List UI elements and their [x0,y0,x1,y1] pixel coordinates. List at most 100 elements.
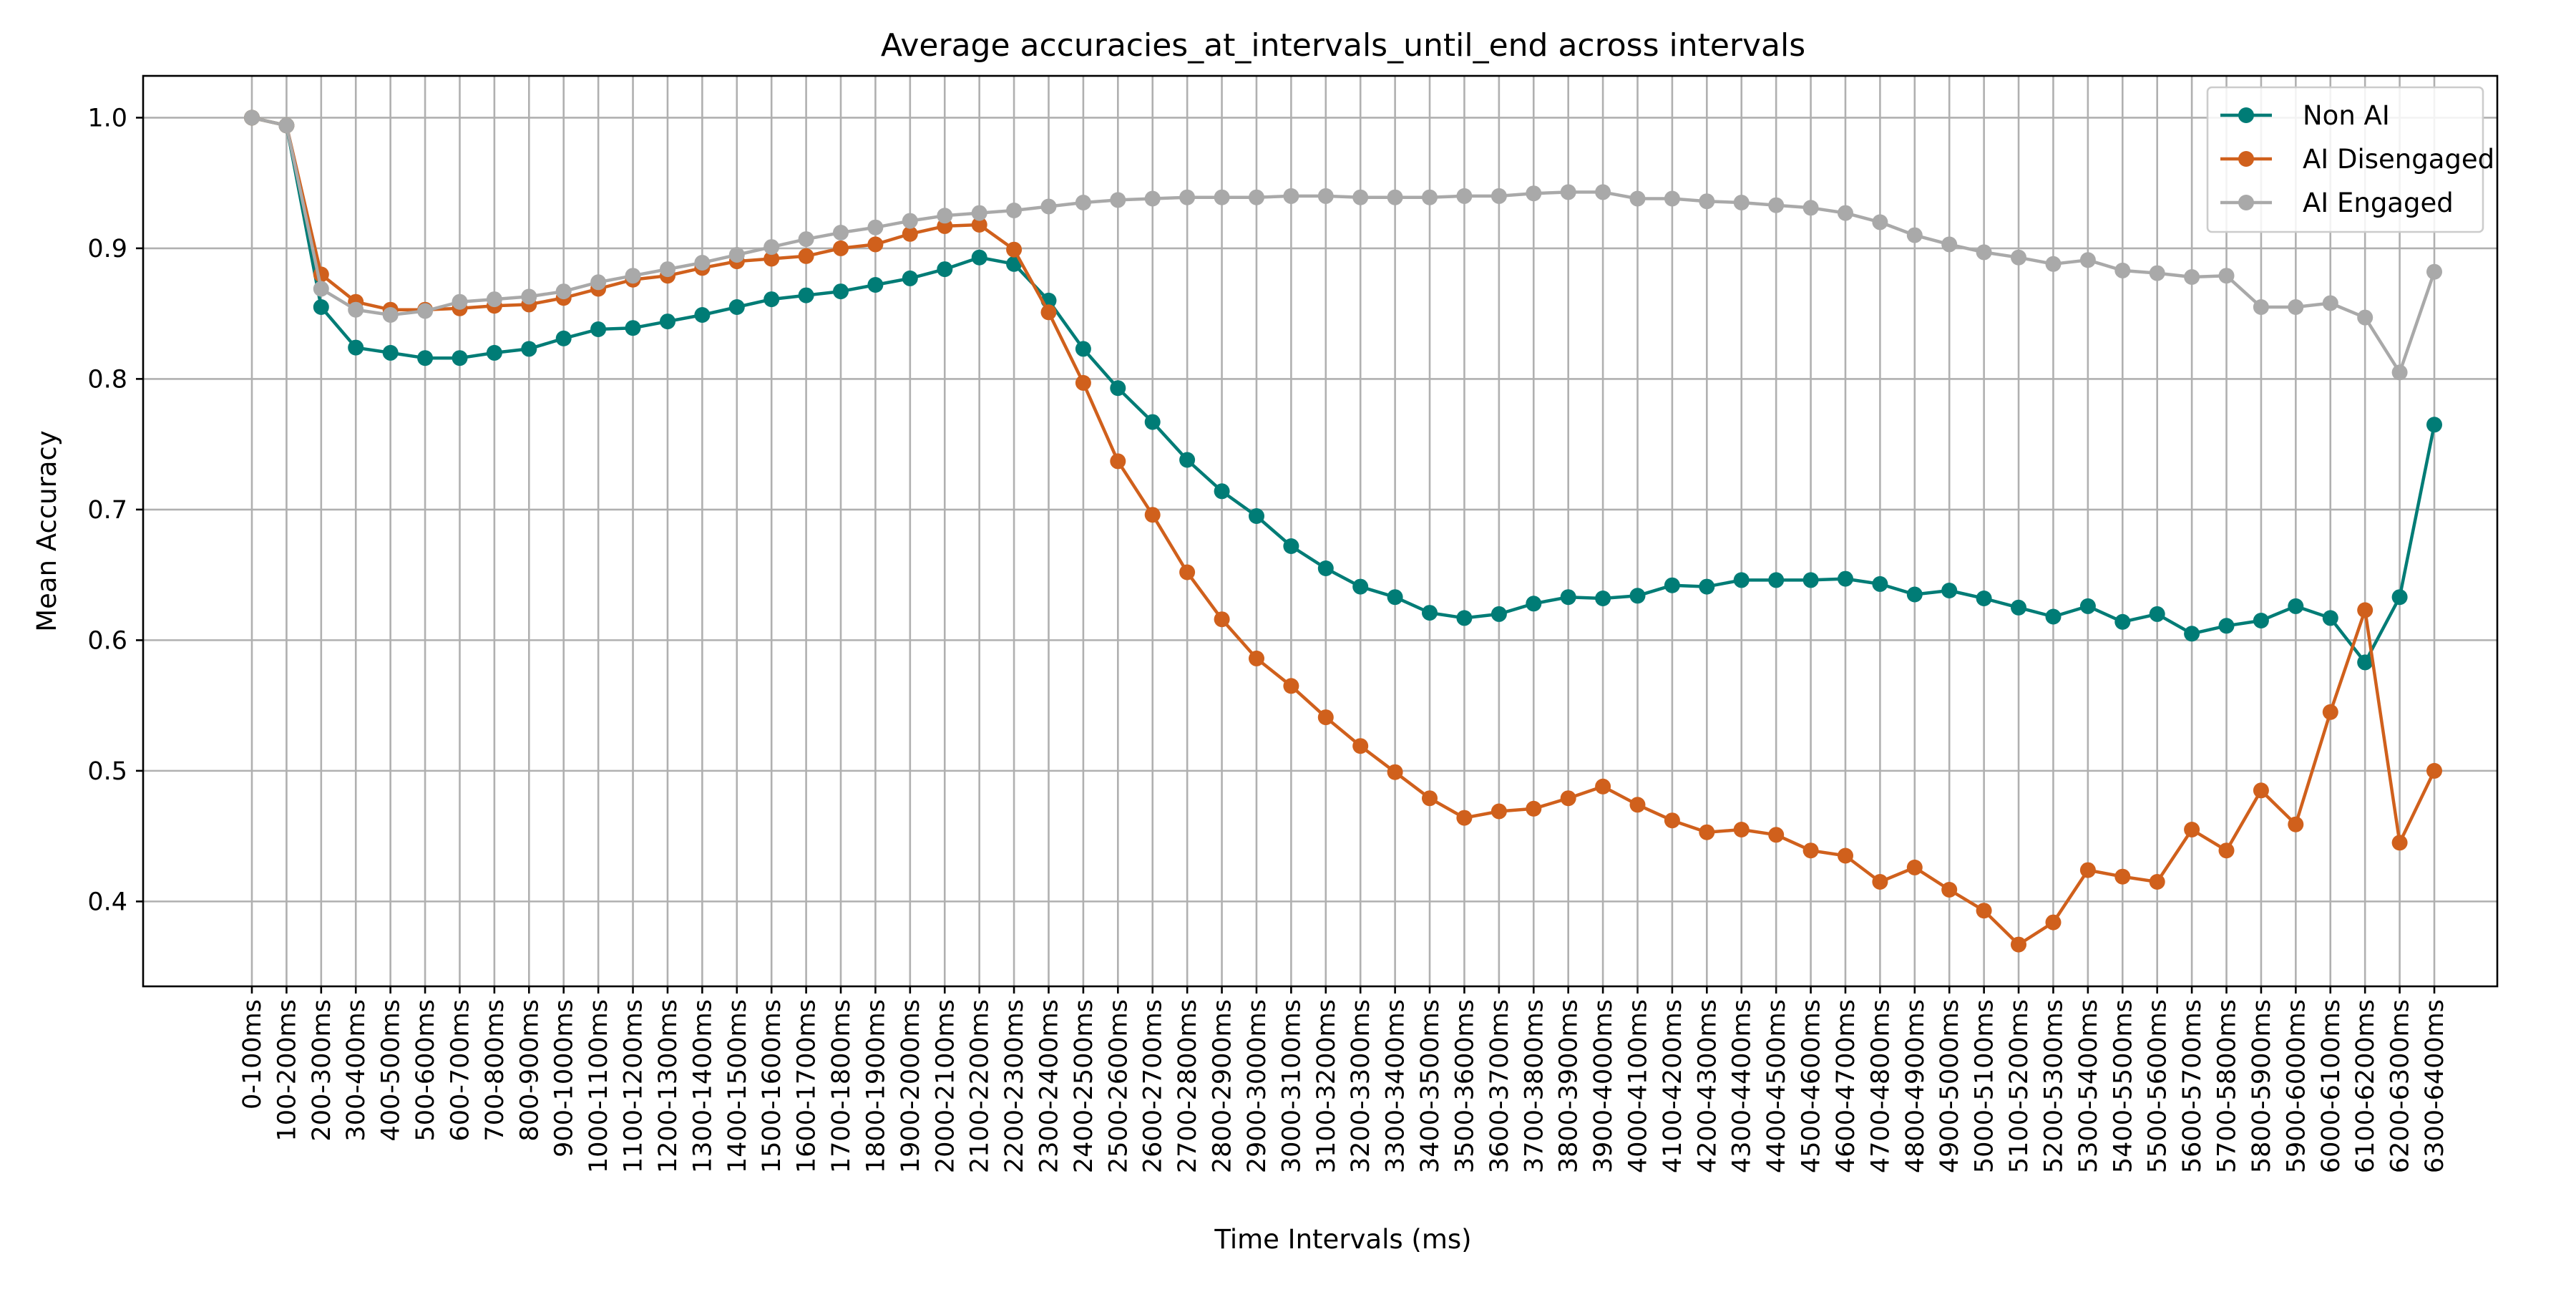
data-point-ai-engaged [660,261,675,278]
data-point-non-ai [660,314,675,330]
data-point-ai-disengaged [1802,842,1819,859]
data-point-ai-engaged [1110,192,1126,208]
x-tick-label: 1200-1300ms [654,999,683,1173]
data-point-ai-engaged [2218,268,2235,284]
x-tick-label: 4300-4400ms [1728,999,1757,1173]
x-tick-label: 3600-3700ms [1485,999,1514,1173]
data-point-ai-disengaged [2391,835,2408,851]
data-point-ai-disengaged [833,240,849,256]
data-point-non-ai [1664,577,1680,593]
data-point-ai-engaged [1387,189,1403,205]
x-tick-label: 300-400ms [342,999,371,1142]
data-point-non-ai [452,350,468,366]
y-tick-label: 0.4 [87,888,127,916]
data-point-non-ai [2426,417,2442,433]
data-point-ai-disengaged [1699,824,1715,840]
data-point-ai-disengaged [2079,862,2096,878]
data-point-ai-disengaged [2218,842,2235,859]
data-point-ai-engaged [1802,200,1819,216]
data-point-non-ai [1699,578,1715,595]
data-point-ai-engaged [1629,190,1646,207]
x-tick-label: 2600-2700ms [1139,999,1168,1173]
data-point-non-ai [313,299,329,315]
data-point-ai-disengaged [1872,874,1888,890]
data-point-non-ai [1733,572,1750,588]
data-point-ai-disengaged [1422,790,1438,807]
x-tick-label: 3900-4000ms [1589,999,1618,1173]
x-tick-label: 2400-2500ms [1070,999,1098,1173]
data-point-non-ai [1249,508,1264,524]
x-tick-label: 3100-3200ms [1312,999,1341,1173]
data-point-ai-engaged [2322,295,2338,311]
x-tick-label: 1400-1500ms [723,999,752,1173]
data-point-non-ai [1110,380,1126,397]
data-point-non-ai [2218,618,2235,634]
data-point-non-ai [521,341,537,357]
axes [142,74,2499,988]
x-tick-label: 0-100ms [238,999,267,1109]
data-point-non-ai [417,350,434,366]
x-tick-label: 700-800ms [481,999,509,1142]
data-point-ai-engaged [1352,189,1369,205]
data-point-non-ai [1214,483,1230,500]
data-point-ai-engaged [590,274,607,291]
data-point-ai-engaged [902,213,918,229]
plot-area-frame [142,74,2499,988]
y-tick-label: 0.7 [87,496,127,525]
data-point-ai-engaged [313,281,329,297]
data-point-ai-engaged [1144,190,1161,207]
legend-marker-non-ai [2238,107,2254,123]
data-point-non-ai [1802,572,1819,588]
data-point-ai-engaged [2045,256,2062,272]
data-point-ai-disengaged [1456,810,1473,826]
x-tick-label: 400-500ms [377,999,406,1142]
data-point-ai-engaged [417,303,434,319]
data-point-ai-engaged [1214,189,1230,205]
data-point-non-ai [937,261,953,278]
data-point-ai-engaged [867,219,884,235]
y-tick-label: 0.5 [87,757,127,786]
data-point-non-ai [2149,606,2165,622]
data-point-ai-engaged [348,301,364,318]
data-point-ai-engaged [486,291,502,308]
x-tick-label: 2300-2400ms [1035,999,1063,1173]
data-point-non-ai [590,321,607,337]
series-layer [244,110,2442,953]
chart-title: Average accuracies_at_intervals_until_en… [881,27,1805,64]
data-point-ai-disengaged [902,225,918,242]
data-point-ai-engaged [1733,195,1750,210]
data-point-non-ai [902,270,918,286]
data-point-ai-disengaged [1906,859,1923,875]
data-point-ai-disengaged [1040,304,1057,321]
data-point-ai-disengaged [763,251,780,267]
data-point-ai-engaged [555,283,572,300]
data-point-ai-disengaged [1144,507,1161,523]
data-point-ai-engaged [1317,188,1334,204]
data-point-ai-disengaged [1283,678,1299,694]
data-point-non-ai [1317,560,1334,576]
data-point-ai-engaged [1699,193,1715,210]
x-tick-label: 2700-2800ms [1174,999,1202,1173]
data-point-ai-disengaged [1595,778,1611,795]
data-point-ai-disengaged [2253,782,2269,799]
data-point-non-ai [348,339,364,356]
data-point-non-ai [1179,452,1196,468]
x-tick-label: 3200-3300ms [1347,999,1375,1173]
x-tick-label: 1300-1400ms [688,999,717,1173]
legend-label-non-ai: Non AI [2303,100,2390,131]
data-point-non-ai [1491,606,1507,622]
x-tick-label: 5300-5400ms [2074,999,2103,1173]
data-point-non-ai [1075,341,1091,357]
data-point-ai-disengaged [1526,800,1542,817]
data-point-non-ai [555,330,572,346]
x-tick-label: 1000-1100ms [585,999,613,1173]
data-point-non-ai [2391,589,2408,606]
x-tick-label: 6100-6200ms [2351,999,2380,1173]
data-point-non-ai [2288,598,2304,614]
data-point-ai-engaged [2391,364,2408,381]
x-tick-label: 4500-4600ms [1797,999,1826,1173]
data-point-ai-engaged [2079,252,2096,268]
y-axis-title: Mean Accuracy [31,430,62,632]
data-point-ai-engaged [2426,263,2442,280]
x-tick-label: 4700-4800ms [1866,999,1895,1173]
